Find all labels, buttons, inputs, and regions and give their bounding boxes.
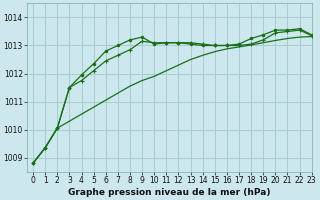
X-axis label: Graphe pression niveau de la mer (hPa): Graphe pression niveau de la mer (hPa) [68, 188, 271, 197]
